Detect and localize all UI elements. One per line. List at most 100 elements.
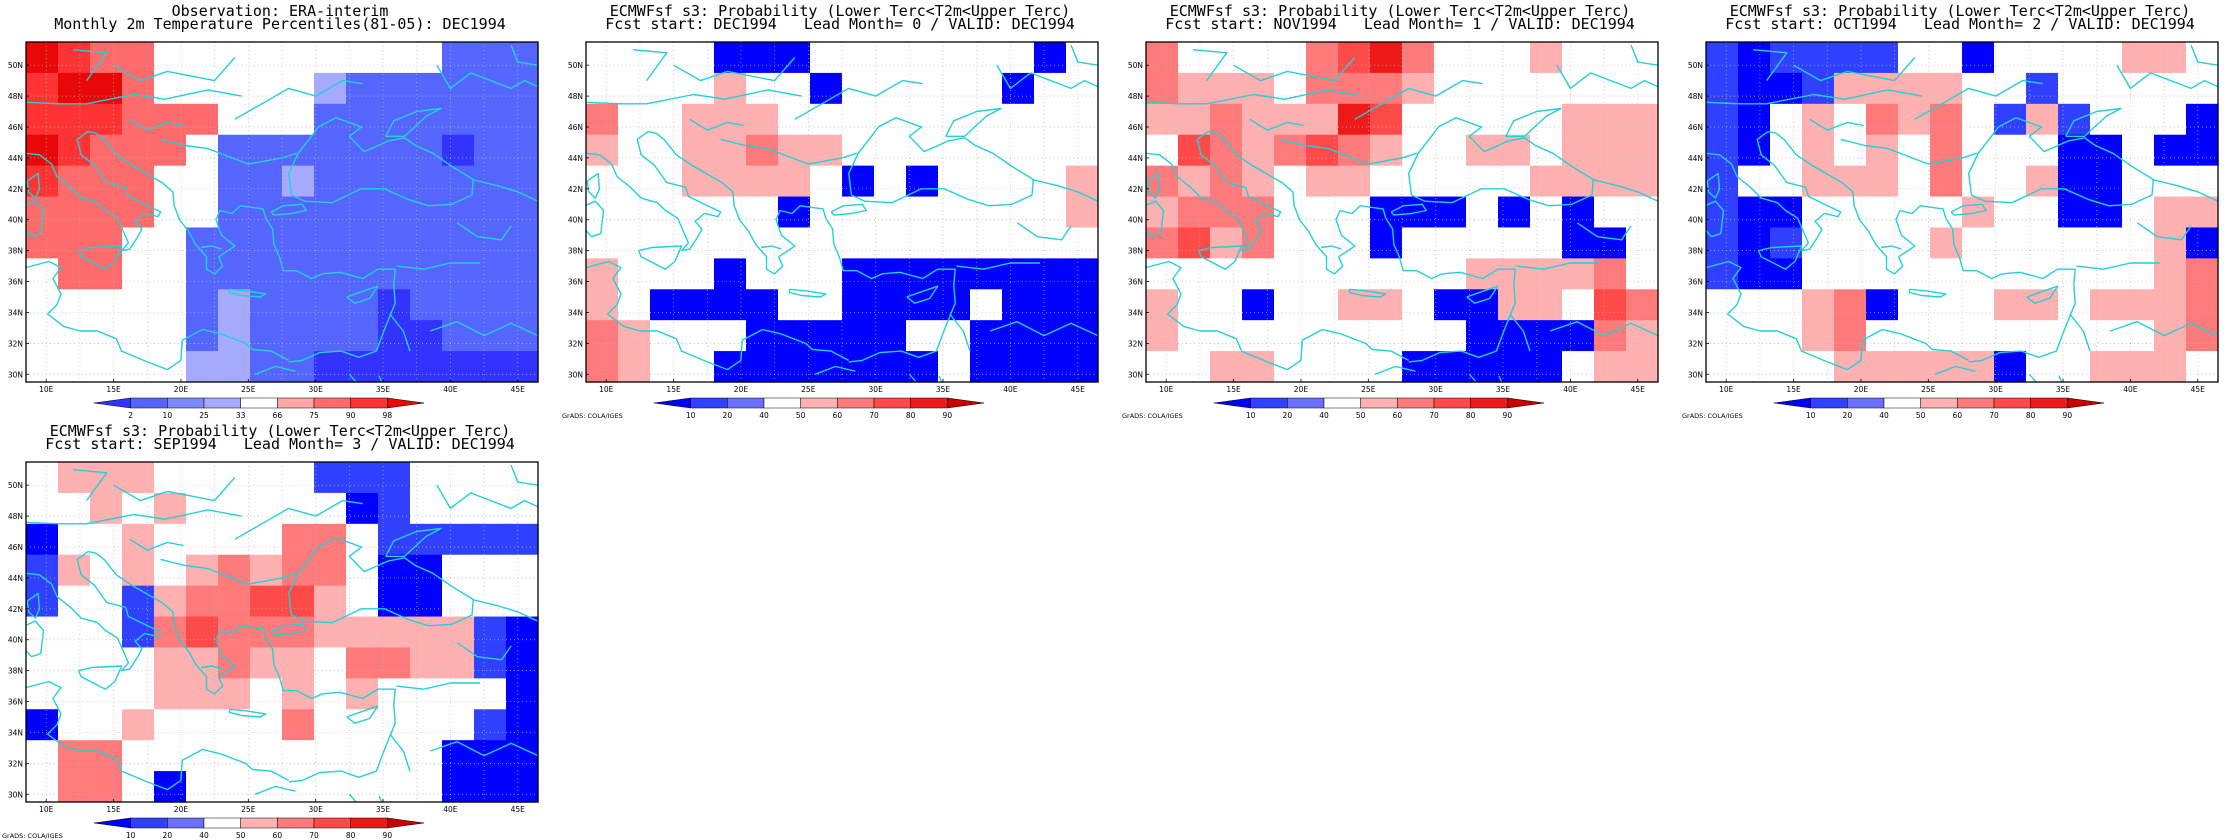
grid-cell	[186, 42, 219, 74]
grid-cell	[1242, 134, 1275, 167]
lon-tick-label: 10E	[1719, 385, 1734, 394]
grid-cell	[378, 351, 411, 383]
colorbar-segment	[1810, 397, 1848, 409]
grid-cell	[1402, 320, 1435, 352]
grid-cell	[2026, 196, 2059, 229]
grid-cell	[154, 103, 187, 136]
coastline	[348, 373, 357, 382]
grid-cell	[1306, 165, 1339, 198]
lon-tick-label: 25E	[801, 385, 816, 394]
grid-cell	[2026, 289, 2059, 321]
grid-cell	[1242, 258, 1275, 290]
grid-cell	[122, 289, 155, 321]
grid-cell	[378, 72, 411, 105]
lat-tick-label: 38N	[1128, 247, 1143, 256]
coastline	[26, 89, 242, 105]
grid-cell	[1210, 320, 1243, 352]
grid-cell	[1034, 227, 1067, 259]
grid-cell	[810, 165, 843, 198]
grid-cell	[154, 709, 187, 741]
grid-cell	[154, 42, 187, 74]
grid-cell	[90, 227, 123, 259]
grid-cell	[410, 72, 443, 105]
grid-cell	[1802, 103, 1835, 136]
grid-cell	[938, 72, 971, 105]
coastline	[1516, 262, 1601, 270]
lon-tick-label: 45E	[1631, 385, 1646, 394]
colorbar-label: 50	[1356, 411, 1366, 420]
colorbar-segment	[727, 397, 765, 409]
grid-cell	[970, 72, 1003, 105]
grid-cell	[282, 351, 315, 383]
grid-cell	[1210, 351, 1243, 383]
grid-cell	[1434, 165, 1467, 198]
grid-cell	[250, 492, 283, 525]
colorbar-segment	[690, 397, 728, 409]
coastline	[429, 741, 538, 757]
grid-cell	[410, 289, 443, 321]
grid-cell	[1274, 103, 1307, 136]
lon-tick-label: 40E	[443, 385, 458, 394]
grid-cell	[474, 492, 507, 525]
grid-cell	[1002, 289, 1035, 321]
grid-cell	[1178, 103, 1211, 136]
lon-tick-label: 15E	[1786, 385, 1801, 394]
grid-cell	[1306, 227, 1339, 259]
grid-cell	[474, 523, 507, 556]
grid-cell	[122, 678, 155, 710]
grid-cell	[1594, 134, 1627, 167]
grid-cell	[586, 227, 619, 259]
colorbar-label: 80	[2026, 411, 2036, 420]
grid-cell	[1626, 134, 1659, 167]
grid-cell	[122, 554, 155, 587]
grid-cell	[1962, 165, 1995, 198]
grid-cell	[186, 462, 219, 494]
grid-cell	[154, 289, 187, 321]
grid-cell	[1770, 134, 1803, 167]
grid-cell	[682, 258, 715, 290]
grid-cell	[714, 103, 747, 136]
grid-cell	[1626, 165, 1659, 198]
grid-cell	[2122, 42, 2155, 74]
grid-cell	[58, 771, 91, 803]
grid-cell	[1594, 196, 1627, 229]
grid-cell	[1178, 72, 1211, 105]
colorbar-segment	[837, 397, 875, 409]
lat-axis: 50N 48N 46N 44N 42N 40N 38N 36N 34N 32N 30N	[1688, 61, 1709, 379]
lat-tick-label: 34N	[8, 308, 23, 317]
grid-cell	[1434, 42, 1467, 74]
grid-cell	[778, 134, 811, 167]
grid-cell	[1994, 134, 2027, 167]
grid-cell	[442, 72, 475, 105]
grid-cell	[970, 320, 1003, 352]
lat-tick-label: 46N	[8, 123, 23, 132]
grid-cell	[1402, 165, 1435, 198]
grid-cell	[442, 771, 475, 803]
grid-cell	[1466, 72, 1499, 105]
grid-cell	[2154, 351, 2187, 383]
panel-observation: 50N 48N 46N 44N 42N 40N 38N 36N 34N 32N 30N 10E 15E 2…	[0, 0, 560, 420]
grid-cell	[1706, 134, 1739, 167]
grid-cell	[2186, 289, 2219, 321]
grid-cell	[2122, 351, 2155, 383]
colorbar-segment	[167, 817, 205, 829]
grid-cell	[874, 165, 907, 198]
coastline	[2136, 222, 2192, 241]
grid-cell	[26, 165, 59, 198]
grid-cell	[2186, 320, 2219, 352]
coastline	[270, 203, 307, 216]
panel-title-line1: ECMWFsf s3: Probability (Lower Terc<T2m<…	[1169, 2, 1631, 20]
grid-cell	[1066, 227, 1099, 259]
colorbar-label: 70	[869, 411, 879, 420]
grid-cell	[1834, 258, 1867, 290]
coastline	[1249, 118, 1304, 131]
grid-cell	[474, 103, 507, 136]
grid-cell	[1434, 351, 1467, 383]
panel-title-line2: Fcst start: DEC1994 Lead Month= 0 / VALI…	[605, 15, 1075, 33]
colorbar-label: 20	[723, 411, 733, 420]
grid-cell	[58, 289, 91, 321]
grid-cell	[250, 616, 283, 649]
grid-cell	[778, 289, 811, 321]
coastline	[1950, 203, 1987, 216]
coastline	[228, 708, 267, 718]
